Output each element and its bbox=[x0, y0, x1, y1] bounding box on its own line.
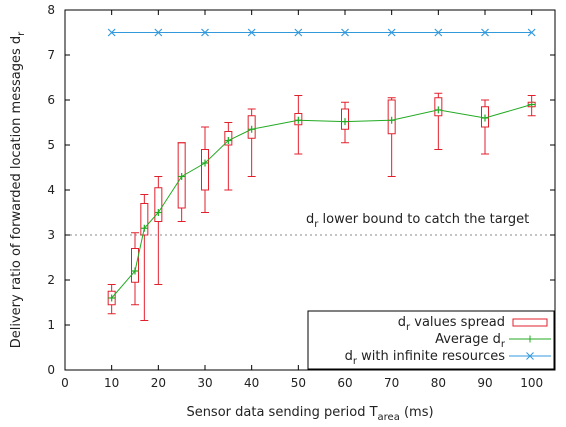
cross-marker bbox=[527, 28, 536, 37]
average-point bbox=[341, 118, 349, 126]
legend-label: dr with infinite resources bbox=[345, 349, 506, 367]
y-tick-label: 1 bbox=[47, 318, 55, 332]
legend-label: dr values spread bbox=[398, 315, 505, 333]
x-tick-label: 0 bbox=[61, 376, 69, 390]
box-body bbox=[247, 115, 256, 139]
box-mark bbox=[481, 99, 489, 155]
y-axis-title: Delivery ratio of forwarded location mes… bbox=[9, 31, 27, 348]
infinite-point bbox=[341, 28, 349, 37]
box-mark bbox=[387, 97, 396, 177]
x-tick-label: 60 bbox=[337, 376, 352, 390]
cross-marker bbox=[341, 28, 349, 37]
box-body bbox=[177, 142, 186, 209]
y-axis: 0 1 2 3 4 5 6 7 8 bbox=[47, 3, 555, 377]
cross-marker bbox=[201, 28, 209, 37]
legend-swatch bbox=[512, 318, 548, 327]
cross-marker bbox=[247, 28, 256, 37]
infinite-point bbox=[201, 28, 209, 37]
x-axis-title: Sensor data sending period Tarea (ms) bbox=[186, 405, 433, 423]
x-tick-label: 50 bbox=[291, 376, 306, 390]
average-point bbox=[224, 137, 232, 144]
cross-marker bbox=[154, 28, 163, 37]
infinite-point bbox=[294, 28, 303, 37]
x-tick-label: 80 bbox=[431, 376, 446, 390]
average-point bbox=[108, 294, 116, 302]
average-point bbox=[388, 116, 396, 124]
box-body bbox=[154, 187, 163, 222]
legend-label: Average dr bbox=[435, 332, 506, 350]
box-mark bbox=[247, 108, 256, 177]
average-point bbox=[248, 125, 256, 133]
legend-marker bbox=[526, 352, 534, 360]
x-tick-label: 40 bbox=[244, 376, 259, 390]
box-mark bbox=[224, 122, 233, 191]
average-point bbox=[434, 106, 442, 114]
threshold-label: dr lower bound to catch the target bbox=[306, 212, 529, 230]
cross-marker bbox=[481, 28, 489, 37]
y-tick-label: 4 bbox=[47, 183, 55, 197]
box-body bbox=[224, 131, 233, 146]
cross-marker bbox=[434, 28, 443, 37]
box-body bbox=[201, 149, 209, 191]
infinite-point bbox=[481, 28, 489, 37]
y-tick-label: 6 bbox=[47, 93, 55, 107]
y-tick-label: 8 bbox=[47, 3, 55, 17]
cross-marker bbox=[294, 28, 303, 37]
box-body bbox=[341, 108, 349, 130]
average-point bbox=[140, 224, 148, 232]
average-point bbox=[154, 209, 162, 216]
cross-marker bbox=[387, 28, 396, 37]
box-body bbox=[294, 113, 303, 126]
infinite-point bbox=[107, 28, 116, 37]
box-mark bbox=[140, 194, 149, 321]
y-tick-label: 3 bbox=[47, 228, 55, 242]
infinite-point bbox=[527, 28, 536, 37]
average-point bbox=[178, 173, 186, 180]
average-point bbox=[528, 101, 536, 108]
box-body bbox=[387, 99, 396, 135]
y-tick-label: 2 bbox=[47, 273, 55, 287]
infinite-point bbox=[434, 28, 443, 37]
plot-area bbox=[65, 28, 555, 321]
x-axis: 0 10 20 30 40 50 60 70 80 90 100 bbox=[61, 10, 543, 390]
box-body bbox=[131, 248, 139, 283]
box-mark bbox=[434, 92, 443, 150]
y-tick-label: 0 bbox=[47, 363, 55, 377]
x-tick-label: 20 bbox=[151, 376, 166, 390]
cross-marker bbox=[107, 28, 116, 37]
box-mark bbox=[177, 142, 186, 222]
y-tick-label: 5 bbox=[47, 138, 55, 152]
box-body bbox=[434, 97, 443, 117]
x-tick-label: 30 bbox=[197, 376, 212, 390]
average-line bbox=[111, 104, 532, 299]
average-point bbox=[131, 267, 139, 275]
box-mark bbox=[131, 232, 139, 306]
line-series-group bbox=[107, 28, 536, 302]
x-tick-label: 10 bbox=[104, 376, 119, 390]
average-point bbox=[294, 116, 302, 124]
infinite-point bbox=[387, 28, 396, 37]
box-mark bbox=[294, 95, 303, 155]
average-point bbox=[481, 114, 489, 122]
box-mark bbox=[201, 126, 209, 213]
y-tick-label: 7 bbox=[47, 48, 55, 62]
x-tick-label: 90 bbox=[477, 376, 492, 390]
box-series-group bbox=[107, 92, 536, 321]
x-tick-label: 100 bbox=[520, 376, 543, 390]
infinite-point bbox=[154, 28, 163, 37]
box-body bbox=[140, 203, 149, 236]
average-point bbox=[201, 159, 209, 167]
box-mark bbox=[154, 176, 163, 285]
infinite-point bbox=[247, 28, 256, 37]
x-tick-label: 70 bbox=[384, 376, 399, 390]
box-mark bbox=[341, 101, 349, 144]
